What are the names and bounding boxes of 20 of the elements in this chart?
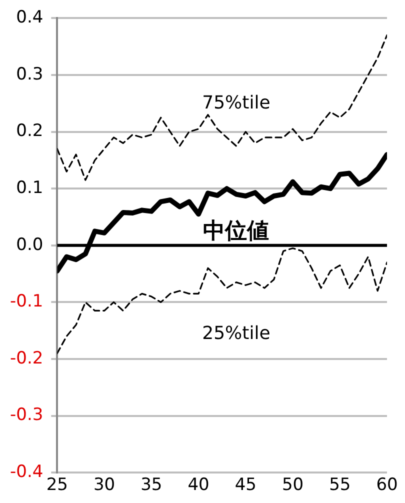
y-tick-label: -0.1 [10,292,44,312]
series-label: 中位値 [203,219,270,244]
x-tick-label: 60 [376,475,398,496]
x-tick-label: 55 [329,475,351,496]
x-tick-label: 45 [234,475,256,496]
y-tick-label: -0.2 [10,348,44,368]
x-tick-label: 35 [140,475,162,496]
series-label: 25%tile [202,322,270,344]
y-tick-label: 0.0 [16,234,44,255]
series-label: 75%tile [202,92,270,114]
y-tick-label: 0.2 [16,121,44,142]
x-tick-label: 50 [282,475,304,496]
y-tick-label: 0.1 [16,178,44,198]
y-tick-label: 0.4 [16,8,44,28]
y-tick-label: -0.4 [10,462,44,482]
y-tick-label: 0.3 [16,64,44,84]
x-tick-label: 40 [188,475,210,496]
y-tick-label: -0.3 [10,405,44,426]
x-tick-label: 25 [46,475,68,496]
x-tick-label: 30 [93,475,116,496]
